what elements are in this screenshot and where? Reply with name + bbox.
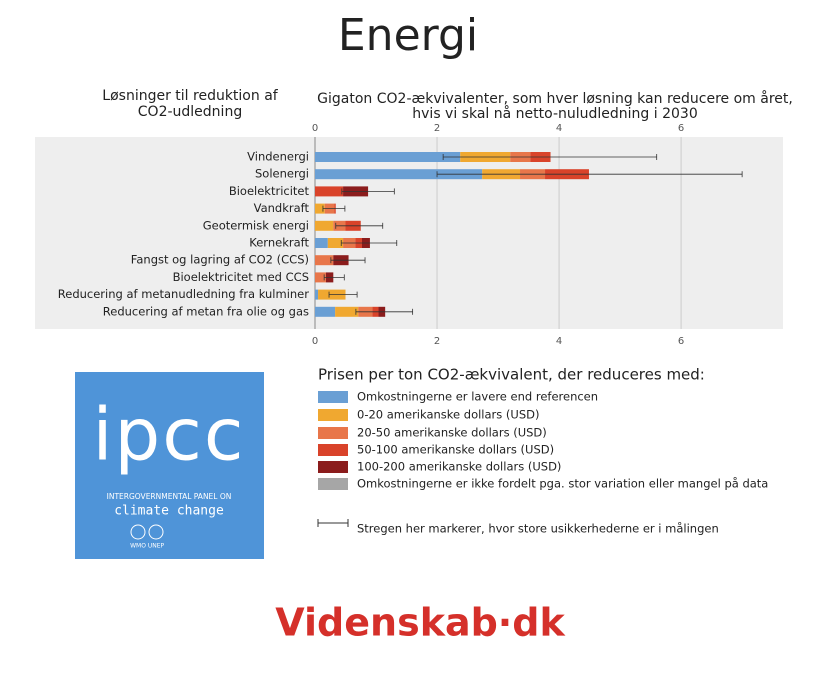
y-tick-label: Vandkraft	[254, 201, 310, 215]
legend-label: 100-200 amerikanske dollars (USD)	[357, 460, 561, 474]
legend-swatch	[318, 444, 348, 456]
y-tick-label: Solenergi	[255, 167, 309, 181]
bar-segment	[315, 203, 325, 214]
y-tick-label: Bioelektricitet med CCS	[173, 270, 309, 284]
legend-swatch	[318, 478, 348, 490]
error-note: Stregen her markerer, hvor store usikker…	[357, 522, 719, 536]
bar-segment	[335, 306, 359, 317]
logo-name: ipcc	[93, 393, 246, 477]
x-tick-label: 4	[556, 123, 562, 134]
legend-label: 20-50 amerikanske dollars (USD)	[357, 426, 547, 440]
y-tick-label: Reducering af metan fra olie og gas	[103, 304, 309, 318]
y-tick-label: Reducering af metanudledning fra kulmine…	[58, 287, 309, 301]
x-tick-label: 2	[434, 123, 440, 134]
legend-label: Omkostningerne er ikke fordelt pga. stor…	[357, 477, 768, 491]
x-tick-label: 0	[312, 336, 318, 347]
logo-org: UNEP	[148, 543, 165, 550]
bar-segment	[315, 169, 483, 180]
legend-label: 0-20 amerikanske dollars (USD)	[357, 408, 539, 422]
bar-segment	[315, 289, 319, 300]
x-tick-label: 6	[678, 336, 684, 347]
legend-label: 50-100 amerikanske dollars (USD)	[357, 443, 554, 457]
logo-line: INTERGOVERNMENTAL PANEL ON	[107, 492, 232, 501]
bar-segment	[315, 255, 334, 266]
legend-swatch	[318, 427, 348, 439]
bar-segment	[315, 152, 461, 162]
y-tick-label: Bioelektricitet	[229, 184, 310, 198]
y-tick-label: Fangst og lagring af CO2 (CCS)	[131, 253, 309, 267]
footer-brand: Videnskab·dk	[275, 601, 565, 645]
logo-emblem	[130, 524, 146, 540]
x-tick-label: 6	[678, 123, 684, 134]
y-tick-label: Vindenergi	[247, 150, 309, 164]
logo-line: climate change	[114, 504, 224, 519]
x-tick-label: 0	[312, 123, 318, 134]
y-label: CO2-udledning	[138, 104, 242, 120]
logo-org: WMO	[130, 543, 146, 550]
x-tick-label: 4	[556, 336, 562, 347]
page-title: Energi	[338, 10, 478, 61]
chart-title: Gigaton CO2-ækvivalenter, som hver løsni…	[317, 90, 793, 107]
logo-emblem	[148, 524, 164, 540]
y-tick-label: Kernekraft	[249, 236, 309, 250]
y-label: Løsninger til reduktion af	[102, 88, 278, 104]
logo-background	[75, 372, 264, 559]
bar-segment	[315, 220, 334, 231]
legend-swatch	[318, 461, 348, 473]
bar-segment	[315, 186, 344, 197]
legend-swatch	[318, 391, 348, 403]
bar-segment	[315, 306, 336, 317]
y-tick-label: Geotermisk energi	[203, 218, 309, 232]
legend-swatch	[318, 409, 348, 421]
x-tick-label: 2	[434, 336, 440, 347]
legend-label: Omkostningerne er lavere end referencen	[357, 390, 598, 404]
bar-segment	[327, 238, 344, 248]
plot-background	[35, 137, 783, 329]
legend-title: Prisen per ton CO2-ækvivalent, der reduc…	[318, 366, 705, 384]
chart-title: hvis vi skal nå netto-nuludledning i 203…	[412, 105, 697, 122]
bar-segment	[315, 272, 326, 283]
bar-segment	[315, 238, 328, 248]
